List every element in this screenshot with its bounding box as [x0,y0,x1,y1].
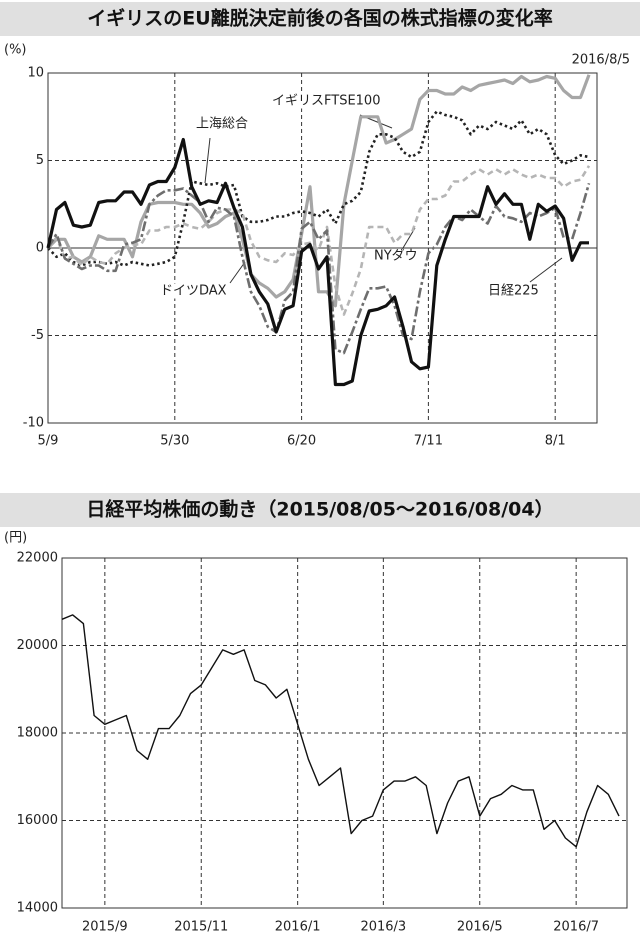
chart-title: イギリスのEU離脱決定前後の各国の株式指標の変化率 [87,7,552,30]
x-tick-label: 2015/9 [82,920,128,935]
y-tick-label: -5 [31,328,44,343]
x-tick-label: 6/20 [287,434,316,449]
x-tick-label: 5/9 [38,434,59,449]
y-tick-label: 18000 [17,726,58,741]
y-tick-label: 0 [36,241,44,256]
title-banner [0,2,640,36]
label-background [195,116,250,132]
x-tick-label: 2016/5 [457,920,503,935]
x-tick-label: 7/11 [414,434,443,449]
x-tick-label: 8/1 [545,434,566,449]
series-label: 上海総合 [196,117,248,132]
x-tick-label: 2016/3 [360,920,406,935]
date-annotation: 2016/8/5 [572,53,630,68]
label-background [159,283,228,299]
y-tick-label: -10 [23,416,44,431]
x-tick-label: 2016/7 [553,920,599,935]
y-axis-unit: (%) [4,43,27,58]
data-line [47,110,590,267]
y-tick-label: 16000 [17,813,58,828]
y-tick-label: 10 [27,66,44,81]
data-line [46,165,591,316]
label-background [373,248,419,264]
data-line [46,182,591,355]
series-label: 日経225 [488,284,539,299]
data-line [46,137,589,387]
y-tick-label: 5 [36,153,44,168]
label-background [487,283,540,299]
y-tick-label: 14000 [17,901,58,916]
data-line [61,614,620,848]
x-tick-label: 2015/11 [174,920,228,935]
x-tick-label: 5/30 [160,434,189,449]
title-banner [0,493,640,527]
series-label: NYダウ [374,249,418,264]
data-line [46,74,591,308]
series-label: ドイツDAX [160,284,227,299]
y-tick-label: 22000 [17,551,58,566]
y-tick-label: 20000 [17,638,58,653]
chart-title: 日経平均株価の動き（2015/08/05～2016/08/04） [86,498,553,521]
x-tick-label: 2016/1 [275,920,321,935]
series-label: イギリスFTSE100 [272,94,380,109]
y-axis-unit: (円) [4,531,27,546]
label-background [271,93,382,109]
